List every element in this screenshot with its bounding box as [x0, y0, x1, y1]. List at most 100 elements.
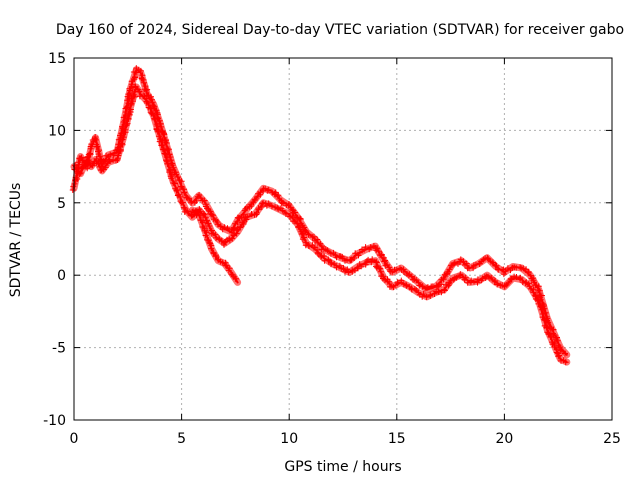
data-point-marker [212, 231, 219, 238]
data-point-marker [265, 200, 272, 207]
data-point-marker [172, 180, 178, 187]
data-point-marker [365, 256, 372, 263]
data-point-marker [471, 278, 477, 285]
y-axis: -10 -5 0 5 10 15 [43, 51, 612, 429]
data-point-marker [72, 162, 79, 169]
data-point-marker [208, 245, 215, 252]
data-point-marker [333, 254, 340, 261]
data-point-marker [268, 203, 275, 210]
data-point-marker [470, 265, 477, 272]
data-point-marker [79, 164, 86, 171]
data-point-marker [545, 330, 552, 337]
data-point-marker [275, 192, 282, 199]
data-point-marker [331, 260, 338, 267]
data-point-marker [130, 98, 136, 105]
data-point-marker [456, 259, 463, 266]
data-point-marker [96, 163, 103, 170]
data-point-marker [156, 138, 163, 145]
data-point-marker [215, 235, 222, 242]
data-point-marker [424, 284, 431, 291]
data-point-marker [311, 233, 317, 240]
data-point-marker [283, 210, 290, 217]
data-point-marker [324, 247, 331, 254]
data-point-marker [398, 277, 405, 284]
data-point-marker [462, 274, 469, 281]
data-point-marker [296, 215, 303, 222]
data-point-marker [318, 253, 324, 260]
data-point-marker [274, 204, 281, 211]
x-axis-label: GPS time / hours [284, 459, 401, 475]
data-point-marker [523, 266, 530, 273]
data-point-marker [257, 189, 264, 196]
data-point-marker [178, 183, 185, 190]
series-line [73, 86, 568, 364]
data-point-marker [167, 167, 174, 174]
data-point-marker [464, 279, 471, 286]
data-point-marker [125, 116, 132, 122]
data-point-marker [124, 120, 131, 127]
data-point-marker [126, 111, 133, 118]
data-point-marker [254, 210, 261, 216]
y-tick-label: 0 [57, 268, 66, 284]
data-point-marker [423, 284, 430, 291]
data-point-marker [196, 191, 203, 198]
data-point-marker [351, 255, 358, 261]
data-point-marker [143, 87, 149, 94]
data-point-marker [488, 274, 495, 281]
data-point-marker [525, 268, 532, 275]
data-point-marker [279, 200, 286, 207]
data-point-marker [154, 123, 161, 129]
data-point-marker [536, 287, 543, 294]
data-point-marker [325, 257, 332, 264]
data-point-marker [159, 146, 166, 153]
data-point-marker [363, 258, 370, 265]
data-point-marker [356, 249, 363, 256]
data-point-marker [415, 279, 422, 286]
data-point-marker [494, 281, 501, 288]
data-point-marker [179, 199, 186, 206]
data-point-marker [94, 143, 101, 150]
data-point-marker [204, 217, 211, 224]
y-tick-label: -10 [43, 413, 66, 429]
data-point-marker [160, 146, 167, 153]
data-point-marker [485, 255, 492, 262]
data-point-marker [229, 235, 236, 242]
data-point-marker [289, 213, 296, 219]
data-point-marker [532, 292, 539, 299]
data-point-marker [333, 264, 340, 271]
data-point-marker [144, 86, 151, 93]
data-point-marker [148, 110, 155, 117]
y-tick-label: 10 [48, 123, 66, 139]
data-point-marker [264, 187, 271, 194]
data-point-marker [272, 191, 279, 198]
data-point-marker [201, 211, 208, 218]
data-point-marker [505, 280, 511, 287]
data-point-marker [354, 265, 361, 272]
data-point-marker [381, 258, 388, 265]
data-point-marker [294, 220, 301, 227]
data-point-marker [305, 242, 312, 249]
data-point-marker [355, 252, 362, 259]
data-point-marker [174, 186, 181, 193]
data-point-marker [199, 219, 206, 226]
data-point-marker [301, 234, 308, 241]
data-point-marker [275, 205, 282, 212]
data-point-marker [362, 261, 369, 268]
data-point-marker [472, 261, 479, 268]
data-point-marker [375, 248, 382, 255]
grid [74, 58, 612, 420]
data-point-marker [154, 128, 161, 135]
data-point-marker [460, 258, 467, 265]
data-point-marker [344, 266, 351, 273]
data-point-marker [562, 359, 569, 366]
data-point-marker [86, 159, 93, 166]
data-point-marker [423, 294, 430, 301]
data-point-marker [147, 109, 154, 116]
data-point-marker [369, 256, 376, 263]
data-point-marker [260, 200, 267, 207]
data-point-marker [123, 122, 130, 129]
data-point-marker [513, 274, 520, 280]
data-point-marker [299, 230, 306, 237]
data-point-marker [441, 286, 448, 293]
